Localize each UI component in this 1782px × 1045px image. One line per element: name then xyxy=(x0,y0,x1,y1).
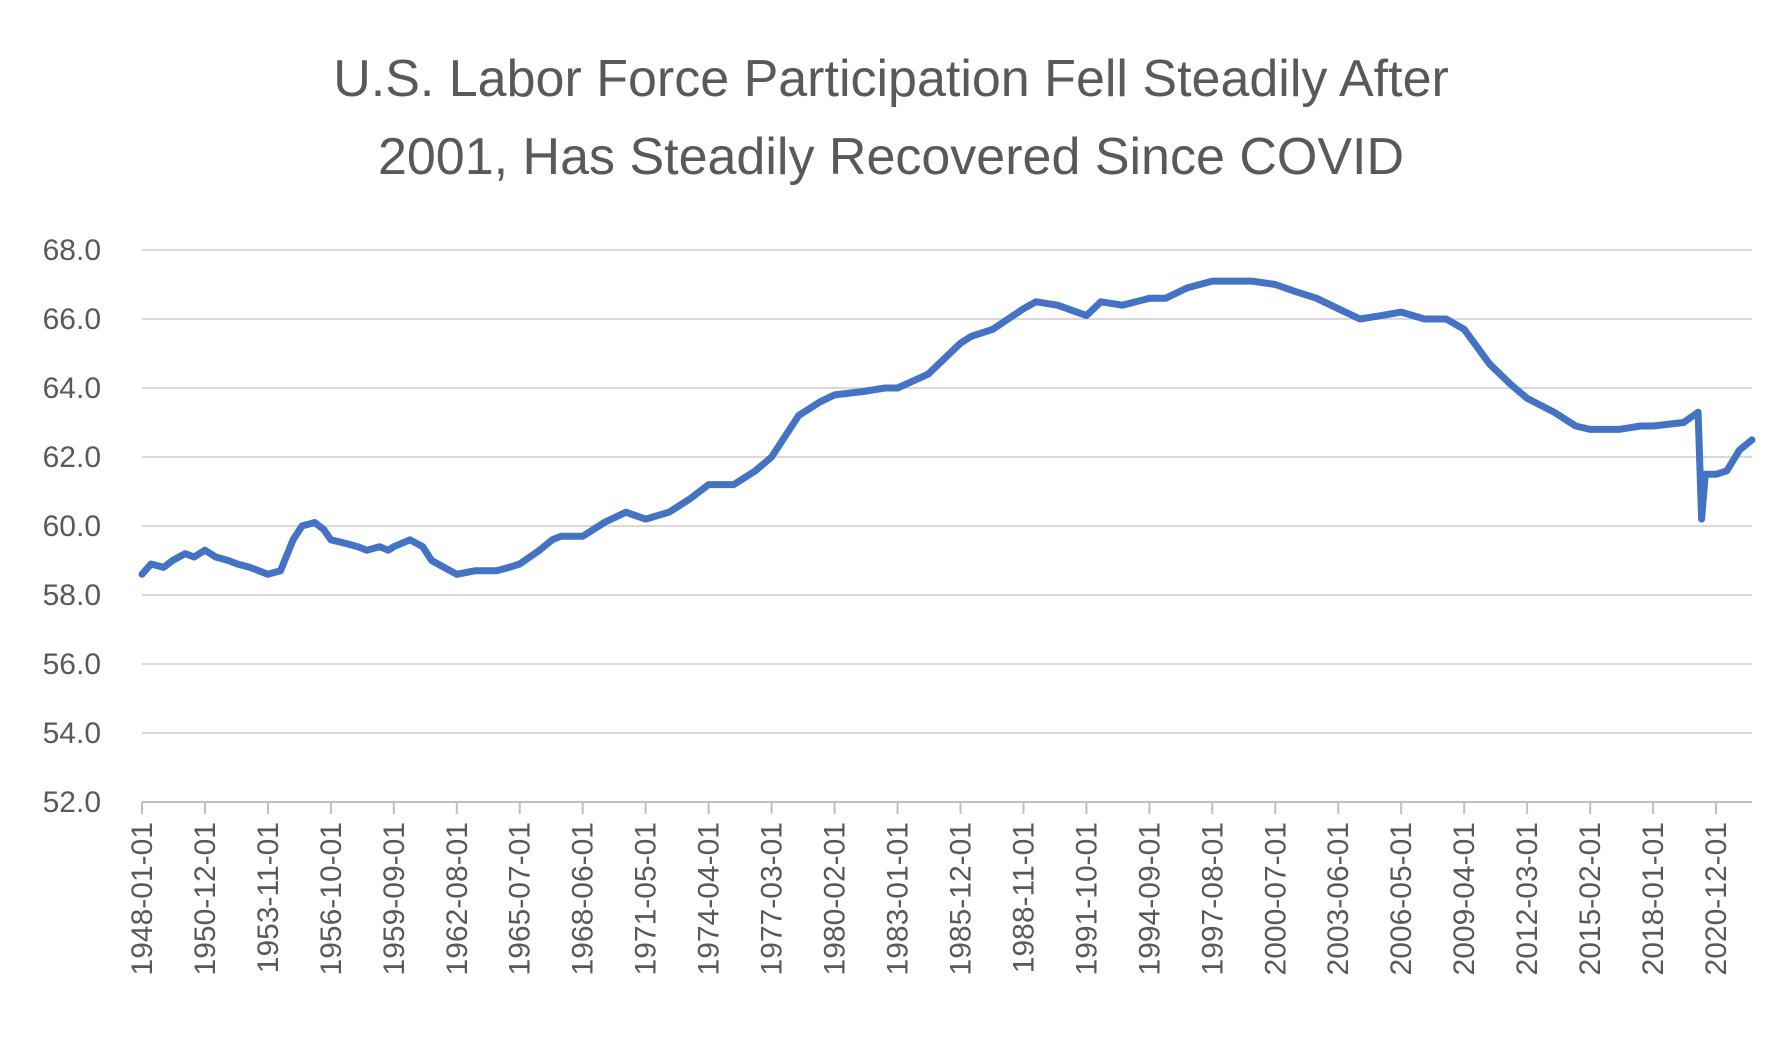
x-axis-ticks: 1948-01-01 1950-12-01 1953-11-01 1956-10-01… xyxy=(126,802,1733,975)
x-tick-label: 1988-11-01 xyxy=(1008,822,1041,973)
y-tick-label: 52.0 xyxy=(43,786,101,819)
series-group xyxy=(138,277,1756,578)
chart-title: U.S. Labor Force Participation Fell Stea… xyxy=(0,40,1782,196)
x-tick-label: 2018-01-01 xyxy=(1637,822,1670,975)
x-tick-label: 1959-09-01 xyxy=(378,822,411,975)
x-tick-label: 2015-02-01 xyxy=(1574,822,1607,975)
x-tick-label: 1980-02-01 xyxy=(819,822,852,975)
x-tick-label: 1977-03-01 xyxy=(756,822,789,975)
x-tick-label: 2000-07-01 xyxy=(1259,822,1292,975)
x-tick-label: 1983-01-01 xyxy=(882,822,915,975)
y-tick-label: 60.0 xyxy=(43,510,101,543)
gridlines xyxy=(142,249,1752,734)
x-tick-label: 1962-08-01 xyxy=(441,822,474,975)
x-tick-label: 2006-05-01 xyxy=(1385,822,1418,975)
series-line xyxy=(138,277,1756,578)
x-tick-label: 1965-07-01 xyxy=(504,822,537,975)
x-tick-label: 1997-08-01 xyxy=(1196,822,1229,975)
x-tick-label: 1985-12-01 xyxy=(945,822,978,975)
chart-title-line-1: U.S. Labor Force Participation Fell Stea… xyxy=(333,50,1449,108)
x-tick-label: 1971-05-01 xyxy=(630,822,663,975)
y-tick-label: 64.0 xyxy=(43,372,101,405)
x-tick-label: 1968-06-01 xyxy=(567,822,600,975)
y-tick-label: 68.0 xyxy=(43,234,101,267)
y-tick-label: 58.0 xyxy=(43,579,101,612)
chart-title-line-2: 2001, Has Steadily Recovered Since COVID xyxy=(377,128,1405,186)
x-tick-label: 1953-11-01 xyxy=(252,822,285,973)
y-axis-ticks: 52.0 54.0 56.0 58.0 60.0 62.0 64.0 66.0 68.0 xyxy=(43,234,101,819)
x-tick-label: 2009-04-01 xyxy=(1448,822,1481,975)
x-tick-label: 1948-01-01 xyxy=(126,822,159,975)
x-tick-label: 2003-06-01 xyxy=(1322,822,1355,975)
y-tick-label: 66.0 xyxy=(43,303,101,336)
x-tick-label: 1956-10-01 xyxy=(315,822,348,975)
y-tick-label: 56.0 xyxy=(43,648,101,681)
x-tick-label: 1991-10-01 xyxy=(1070,822,1103,975)
x-tick-label: 1974-04-01 xyxy=(693,822,726,975)
x-tick-label: 1994-09-01 xyxy=(1133,822,1166,975)
y-tick-label: 62.0 xyxy=(43,441,101,474)
x-tick-label: 1950-12-01 xyxy=(189,822,222,975)
y-tick-label: 54.0 xyxy=(43,717,101,750)
x-tick-label: 2020-12-01 xyxy=(1700,822,1733,975)
x-tick-label: 2012-03-01 xyxy=(1511,822,1544,975)
